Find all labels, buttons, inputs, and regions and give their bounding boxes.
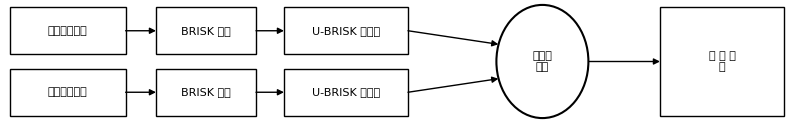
FancyBboxPatch shape xyxy=(10,7,126,54)
FancyBboxPatch shape xyxy=(10,69,126,116)
FancyBboxPatch shape xyxy=(284,7,408,54)
Text: BRISK 特征: BRISK 特征 xyxy=(181,87,231,97)
FancyBboxPatch shape xyxy=(156,7,256,54)
FancyBboxPatch shape xyxy=(660,7,784,116)
FancyBboxPatch shape xyxy=(284,69,408,116)
Text: 视 差 约
束: 视 差 约 束 xyxy=(709,51,735,72)
Text: 当前帧右图像: 当前帧右图像 xyxy=(48,87,87,97)
Text: 描述符
匹配: 描述符 匹配 xyxy=(533,51,552,72)
Text: U-BRISK 描述符: U-BRISK 描述符 xyxy=(312,87,380,97)
Text: U-BRISK 描述符: U-BRISK 描述符 xyxy=(312,26,380,36)
FancyBboxPatch shape xyxy=(156,69,256,116)
Ellipse shape xyxy=(497,5,589,118)
Text: 当前帧左图像: 当前帧左图像 xyxy=(48,26,87,36)
Text: BRISK 特征: BRISK 特征 xyxy=(181,26,231,36)
